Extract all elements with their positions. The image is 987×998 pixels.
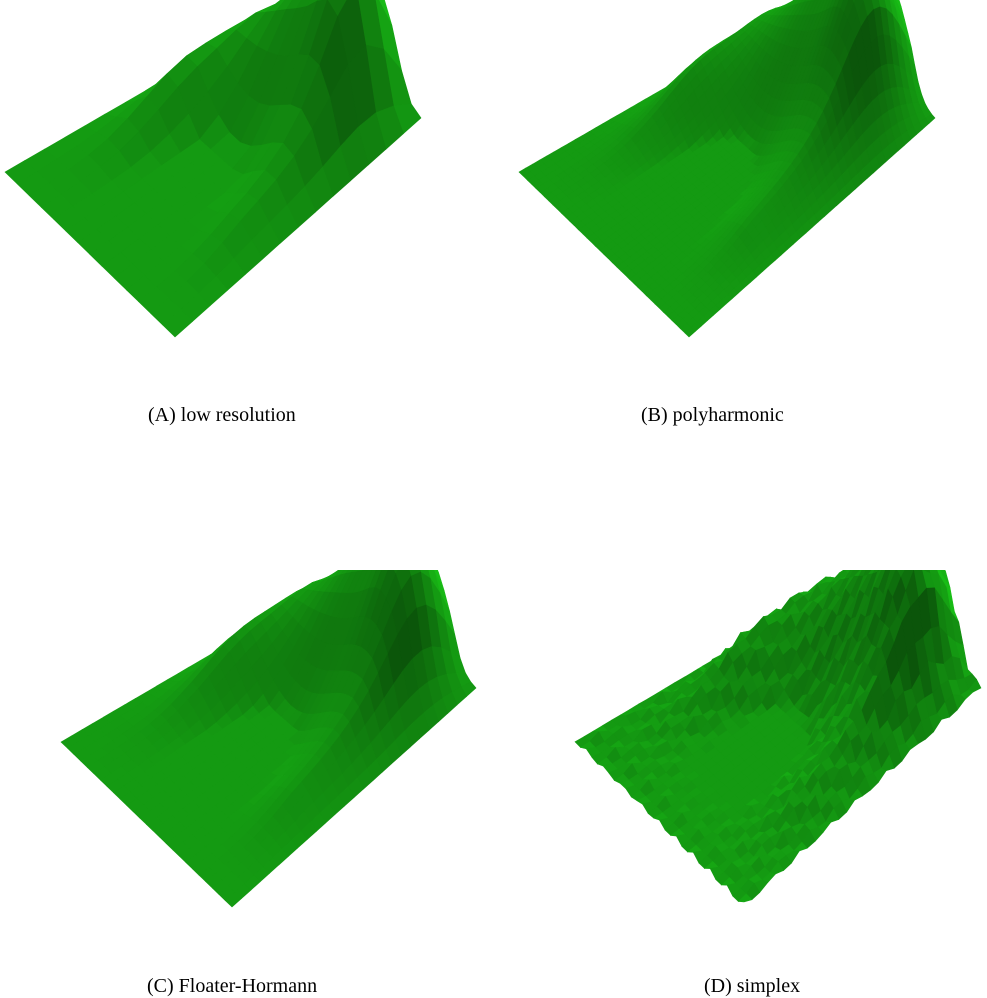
surface-plot-svg (4, 0, 422, 338)
surface-plot-floater-hormann (55, 570, 495, 915)
caption-floater-hormann: (C) Floater-Hormann (147, 974, 387, 998)
surface-facet (684, 326, 696, 338)
caption-label: (B) (641, 404, 668, 426)
caption-text: Floater-Hormann (178, 975, 318, 997)
caption-label: (C) (147, 975, 174, 997)
caption-low-resolution: (A) low resolution (148, 403, 308, 427)
surface-facet (162, 309, 194, 338)
caption-text: low resolution (180, 404, 296, 426)
surface-plot-polyharmonic (512, 0, 987, 370)
caption-label: (D) (704, 975, 732, 997)
surface-plot-svg (60, 570, 477, 908)
surface-plot-svg (518, 0, 936, 338)
caption-simplex: (D) simplex (704, 974, 814, 998)
surface-plot-svg (574, 570, 982, 903)
caption-polyharmonic: (B) polyharmonic (641, 403, 821, 427)
caption-label: (A) (148, 404, 176, 426)
surface-facet (737, 893, 753, 903)
caption-text: polyharmonic (672, 404, 784, 426)
surface-plot-simplex (568, 570, 987, 915)
caption-text: simplex (736, 975, 801, 997)
surface-facet (224, 891, 242, 908)
surface-plot-low-resolution (0, 0, 460, 370)
